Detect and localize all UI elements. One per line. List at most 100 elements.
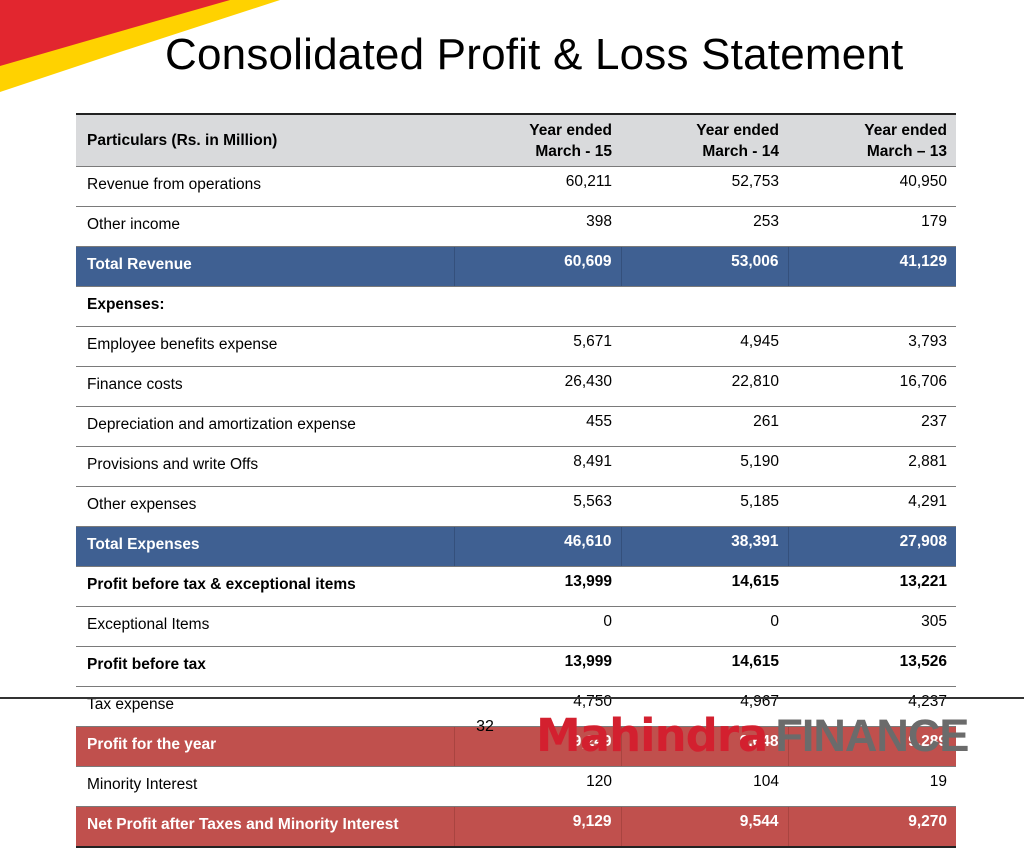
- value-2013: 3,793: [788, 326, 956, 367]
- value-2015: 120: [454, 766, 621, 807]
- header-particulars: Particulars (Rs. in Million): [76, 113, 454, 167]
- value-2015: 13,999: [454, 646, 621, 687]
- table-row: Provisions and write Offs 8,491 5,190 2,…: [76, 446, 956, 487]
- row-label: Total Expenses: [76, 526, 454, 567]
- value-2015: 13,999: [454, 566, 621, 607]
- value-2013: [788, 286, 956, 327]
- value-2014: 104: [621, 766, 788, 807]
- row-label: Exceptional Items: [76, 606, 454, 647]
- table-row: Minority Interest 120 104 19: [76, 766, 956, 807]
- value-2014: 14,615: [621, 566, 788, 607]
- value-2013: 2,881: [788, 446, 956, 487]
- row-label: Profit for the year: [76, 726, 454, 767]
- header-year-2015: Year ended March - 15: [454, 113, 621, 167]
- row-label: Employee benefits expense: [76, 326, 454, 367]
- table-header-row: Particulars (Rs. in Million) Year ended M…: [76, 113, 956, 167]
- value-2015: 5,563: [454, 486, 621, 527]
- row-label: Revenue from operations: [76, 166, 454, 207]
- row-label: Profit before tax: [76, 646, 454, 687]
- value-2014: 4,967: [621, 686, 788, 727]
- header-year-2013-line1: Year ended: [864, 121, 947, 139]
- value-2014: 253: [621, 206, 788, 247]
- header-year-2014-line1: Year ended: [696, 121, 779, 139]
- value-2014: 53,006: [620, 246, 788, 287]
- value-2014: 22,810: [621, 366, 788, 407]
- row-label: Depreciation and amortization expense: [76, 406, 454, 447]
- value-2015: 8,491: [454, 446, 621, 487]
- total-expenses-row: Total Expenses 46,610 38,391 27,908: [76, 526, 956, 567]
- value-2015: 9,129: [453, 806, 621, 848]
- profit-for-year-row: Profit for the year 9,249 9,648 9,289: [76, 726, 956, 767]
- value-2015: 46,610: [453, 526, 621, 567]
- value-2014: 0: [621, 606, 788, 647]
- value-2015: 26,430: [454, 366, 621, 407]
- page-title: Consolidated Profit & Loss Statement: [165, 30, 904, 79]
- value-2014: 9,648: [620, 726, 788, 767]
- value-2015: 398: [454, 206, 621, 247]
- logo-brand: Mahindra: [536, 709, 768, 762]
- value-2015: 0: [454, 606, 621, 647]
- value-2015: 60,211: [454, 166, 621, 207]
- value-2014: 5,190: [621, 446, 788, 487]
- header-year-2015-line1: Year ended: [529, 121, 612, 139]
- table-row: Profit before tax & exceptional items 13…: [76, 566, 956, 607]
- net-profit-row: Net Profit after Taxes and Minority Inte…: [76, 806, 956, 848]
- table-row: Tax expense 4,750 4,967 4,237: [76, 686, 956, 727]
- value-2015: 60,609: [453, 246, 621, 287]
- row-label: Other income: [76, 206, 454, 247]
- value-2013: 4,291: [788, 486, 956, 527]
- value-2014: 38,391: [620, 526, 788, 567]
- value-2014: 5,185: [621, 486, 788, 527]
- table-row: Other income 398 253 179: [76, 206, 956, 247]
- value-2014: 4,945: [621, 326, 788, 367]
- row-label: Other expenses: [76, 486, 454, 527]
- value-2013: 16,706: [788, 366, 956, 407]
- value-2013: 40,950: [788, 166, 956, 207]
- value-2013: 19: [788, 766, 956, 807]
- value-2014: 261: [621, 406, 788, 447]
- table-row: Revenue from operations 60,211 52,753 40…: [76, 166, 956, 207]
- corner-swoosh-decoration: [0, 0, 280, 92]
- page-number: 32: [476, 718, 494, 735]
- value-2013: 179: [788, 206, 956, 247]
- value-2014: 9,544: [620, 806, 788, 848]
- value-2013: 9,270: [787, 806, 956, 848]
- value-2013: 4,237: [788, 686, 956, 727]
- logo-suffix: FINANCE: [775, 710, 969, 761]
- value-2013: 237: [788, 406, 956, 447]
- header-year-2013-line2: March – 13: [866, 142, 947, 160]
- row-label: Tax expense: [76, 686, 454, 727]
- header-year-2013: Year ended March – 13: [788, 113, 956, 167]
- table-row: Finance costs 26,430 22,810 16,706: [76, 366, 956, 407]
- header-year-2014-line2: March - 14: [702, 142, 779, 160]
- value-2013: 41,129: [787, 246, 956, 287]
- table-row: Exceptional Items 0 0 305: [76, 606, 956, 647]
- header-year-2015-line2: March - 15: [535, 142, 612, 160]
- value-2015: [454, 286, 621, 327]
- row-label: Finance costs: [76, 366, 454, 407]
- value-2013: 13,221: [788, 566, 956, 607]
- row-label: Minority Interest: [76, 766, 454, 807]
- row-label: Expenses:: [76, 286, 454, 327]
- table-row: Depreciation and amortization expense 45…: [76, 406, 956, 447]
- table-row: Profit before tax 13,999 14,615 13,526: [76, 646, 956, 687]
- value-2015: 9,249: [453, 726, 621, 767]
- value-2013: 305: [788, 606, 956, 647]
- value-2014: [621, 286, 788, 327]
- value-2013: 27,908: [787, 526, 956, 567]
- row-label: Profit before tax & exceptional items: [76, 566, 454, 607]
- value-2015: 455: [454, 406, 621, 447]
- value-2015: 5,671: [454, 326, 621, 367]
- row-label: Provisions and write Offs: [76, 446, 454, 487]
- table-row: Other expenses 5,563 5,185 4,291: [76, 486, 956, 527]
- mahindra-finance-logo: Mahindra FINANCE: [536, 706, 969, 766]
- row-label: Total Revenue: [76, 246, 454, 287]
- value-2015: 4,750: [454, 686, 621, 727]
- value-2014: 14,615: [621, 646, 788, 687]
- row-label: Net Profit after Taxes and Minority Inte…: [76, 806, 454, 848]
- value-2013: 9,289: [787, 726, 956, 767]
- total-revenue-row: Total Revenue 60,609 53,006 41,129: [76, 246, 956, 287]
- section-heading-row: Expenses:: [76, 286, 956, 327]
- footer-divider: [0, 697, 1024, 699]
- header-year-2014: Year ended March - 14: [621, 113, 788, 167]
